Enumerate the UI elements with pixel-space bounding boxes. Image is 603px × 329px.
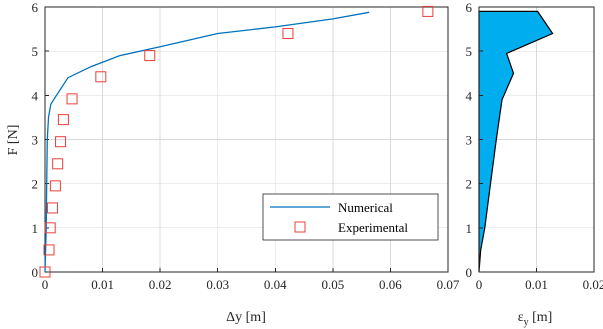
epsilon-y-tick-label: 3: [466, 133, 473, 148]
legend-experimental-swatch: [294, 221, 306, 233]
legend-numerical-label: Numerical: [338, 200, 393, 215]
main-y-tick-label: 3: [32, 133, 39, 148]
legend-experimental-label: Experimental: [338, 220, 408, 235]
experimental-point: [46, 202, 58, 214]
main-x-tick-label: 0.04: [264, 277, 287, 292]
experimental-point: [66, 93, 78, 105]
epsilon-y-tick-label: 2: [466, 177, 473, 192]
experimental-point: [55, 136, 67, 148]
epsilon-y-tick-label: 5: [466, 44, 473, 59]
main-plot: 0 0.01 0.02 0.03 0.04 0.05 0.06 0.07 0 1 2 3 4 5 6 Δy …: [6, 0, 460, 325]
experimental-series-markers: [39, 5, 434, 278]
main-grid: [45, 7, 448, 272]
main-x-tick-label: 0: [42, 277, 49, 292]
main-x-tick-label: 0.07: [437, 277, 460, 292]
main-y-tick-label: 4: [32, 88, 39, 103]
experimental-point: [144, 50, 156, 62]
legend-box: [262, 193, 439, 241]
main-y-axis-label: F [N]: [6, 125, 21, 156]
main-y-tick-label: 5: [32, 44, 39, 59]
main-y-tick-label: 2: [32, 177, 39, 192]
main-x-axis-label: Δy [m]: [226, 310, 266, 325]
experimental-point: [43, 244, 55, 256]
experimental-point: [95, 71, 107, 83]
experimental-point: [49, 180, 61, 192]
epsilon-y-tick-label: 0: [466, 265, 473, 280]
main-y-tick-label: 1: [32, 221, 39, 236]
experimental-point: [57, 114, 69, 126]
main-x-tick-label: 0.01: [91, 277, 114, 292]
epsilon-y-tick-label: 1: [466, 221, 473, 236]
numerical-series-line: [44, 11, 370, 273]
main-y-tick-label: 6: [32, 0, 39, 15]
epsilon-x-tick-label: 0.02: [583, 277, 603, 292]
experimental-point: [39, 266, 51, 278]
main-ticks: 0 0.01 0.02 0.03 0.04 0.05 0.06 0.07 0 1 2 3 4 5 6: [32, 0, 460, 292]
epsilon-y-tick-label: 4: [466, 88, 473, 103]
epsilon-x-axis-label: εy [m]: [518, 310, 553, 328]
main-x-tick-label: 0.03: [206, 277, 229, 292]
epsilon-plot: 0 0.01 0.02 0 1 2 3 4 5 6 εy [m]: [466, 0, 603, 328]
epsilon-y-tick-label: 6: [466, 0, 473, 15]
experimental-point: [44, 222, 56, 234]
main-x-tick-label: 0.02: [149, 277, 172, 292]
main-x-tick-label: 0.06: [379, 277, 402, 292]
experimental-point: [422, 5, 434, 17]
legend: Numerical Experimental: [262, 193, 439, 241]
epsilon-ticks: 0 0.01 0.02 0 1 2 3 4 5 6: [466, 0, 603, 292]
experimental-point: [52, 158, 64, 170]
epsilon-area: [478, 10, 554, 273]
experimental-point: [282, 28, 294, 39]
epsilon-x-tick-label: 0.01: [525, 277, 548, 292]
main-y-tick-label: 0: [32, 265, 39, 280]
epsilon-x-tick-label: 0: [476, 277, 483, 292]
main-x-tick-label: 0.05: [321, 277, 344, 292]
